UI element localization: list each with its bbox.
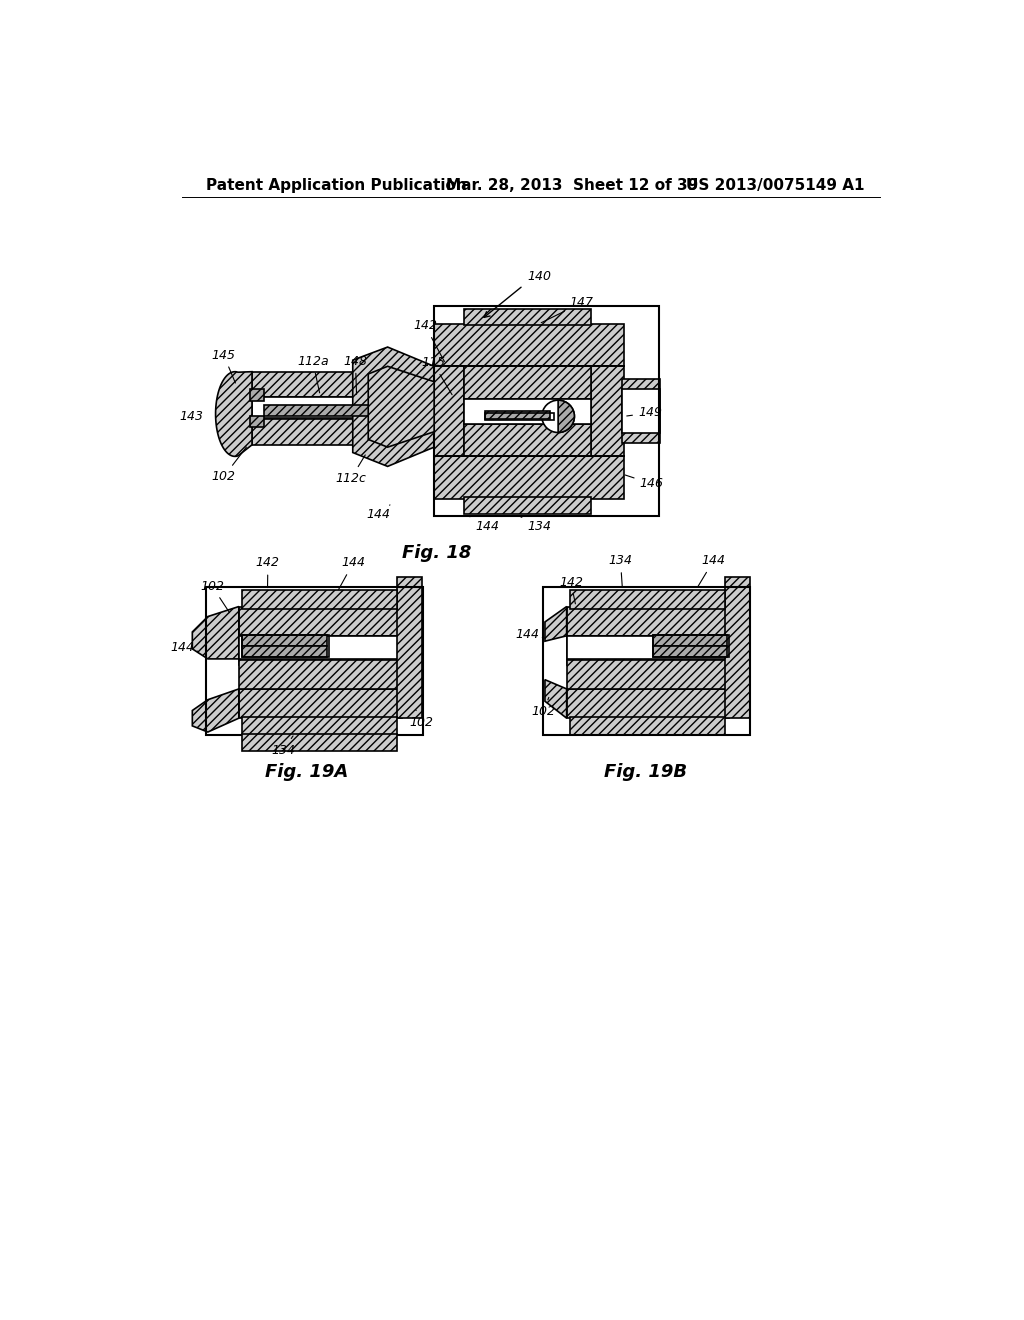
Text: 134: 134	[271, 735, 295, 756]
Text: 144: 144	[515, 628, 545, 642]
Polygon shape	[369, 367, 434, 447]
Bar	[239, 689, 401, 718]
Text: Mar. 28, 2013  Sheet 12 of 39: Mar. 28, 2013 Sheet 12 of 39	[445, 178, 698, 193]
Bar	[566, 607, 729, 636]
Bar	[242, 645, 328, 656]
Bar	[566, 636, 729, 659]
Bar	[653, 635, 727, 645]
Bar	[252, 372, 388, 397]
Bar	[623, 389, 659, 433]
Text: 115: 115	[421, 356, 452, 395]
Bar	[434, 457, 624, 499]
Bar	[566, 689, 729, 718]
Bar	[434, 306, 658, 516]
Text: 134: 134	[608, 554, 633, 587]
Bar	[239, 607, 401, 636]
Bar	[397, 577, 422, 718]
Text: US 2013/0075149 A1: US 2013/0075149 A1	[686, 178, 864, 193]
Text: 142: 142	[559, 576, 583, 603]
Polygon shape	[193, 607, 239, 659]
Bar	[252, 397, 388, 418]
Text: Fig. 19A: Fig. 19A	[264, 763, 348, 781]
Bar	[263, 405, 384, 416]
Bar	[653, 635, 729, 656]
Bar	[464, 309, 592, 326]
Bar	[242, 590, 397, 609]
Bar	[239, 636, 401, 659]
Text: 144: 144	[339, 557, 366, 590]
Bar	[239, 636, 401, 665]
Bar	[544, 587, 750, 735]
Bar	[242, 635, 328, 645]
Bar	[725, 577, 750, 718]
Text: 102: 102	[531, 697, 555, 718]
Text: Fig. 18: Fig. 18	[401, 544, 471, 561]
Text: 102: 102	[212, 447, 247, 483]
Wedge shape	[558, 400, 574, 433]
Text: 145: 145	[212, 348, 236, 383]
Text: 142: 142	[414, 319, 444, 362]
Bar	[464, 399, 592, 424]
Bar	[251, 416, 264, 428]
Bar	[251, 389, 264, 401]
Text: Patent Application Publication: Patent Application Publication	[206, 178, 466, 193]
Bar	[464, 498, 592, 515]
Text: 134: 134	[518, 515, 551, 532]
Bar	[569, 590, 725, 609]
Bar	[464, 424, 592, 457]
Bar	[434, 367, 464, 457]
Bar	[653, 645, 727, 656]
Text: 144: 144	[171, 642, 198, 655]
Text: 144: 144	[697, 554, 725, 587]
Text: 112c: 112c	[336, 455, 367, 484]
Text: 143: 143	[179, 409, 203, 422]
Circle shape	[542, 400, 574, 433]
Text: 144: 144	[468, 515, 500, 532]
Bar	[566, 660, 729, 689]
Bar	[206, 587, 423, 735]
Bar	[242, 717, 397, 735]
Bar	[484, 411, 550, 418]
Bar	[566, 636, 729, 665]
Bar	[484, 412, 554, 420]
Bar	[252, 420, 388, 445]
Text: 144: 144	[367, 506, 391, 521]
Polygon shape	[545, 680, 566, 718]
Text: 142: 142	[256, 557, 280, 587]
Text: 148: 148	[343, 355, 368, 395]
Polygon shape	[352, 347, 434, 466]
Text: 146: 146	[625, 475, 664, 490]
Text: 140: 140	[527, 271, 551, 284]
Text: Fig. 19B: Fig. 19B	[604, 763, 687, 781]
Polygon shape	[545, 607, 566, 642]
Text: 102: 102	[410, 710, 433, 729]
Bar	[623, 379, 659, 444]
Text: 102: 102	[200, 579, 229, 612]
Bar	[592, 367, 624, 457]
Bar	[242, 635, 329, 656]
Bar	[569, 717, 725, 735]
Text: 149: 149	[627, 407, 662, 420]
Polygon shape	[216, 372, 252, 457]
Text: 147: 147	[542, 296, 594, 322]
Bar	[434, 323, 624, 367]
Polygon shape	[193, 689, 239, 733]
Text: 112a: 112a	[297, 355, 329, 393]
Bar	[464, 367, 592, 399]
Bar	[239, 660, 401, 689]
Bar	[242, 734, 397, 751]
